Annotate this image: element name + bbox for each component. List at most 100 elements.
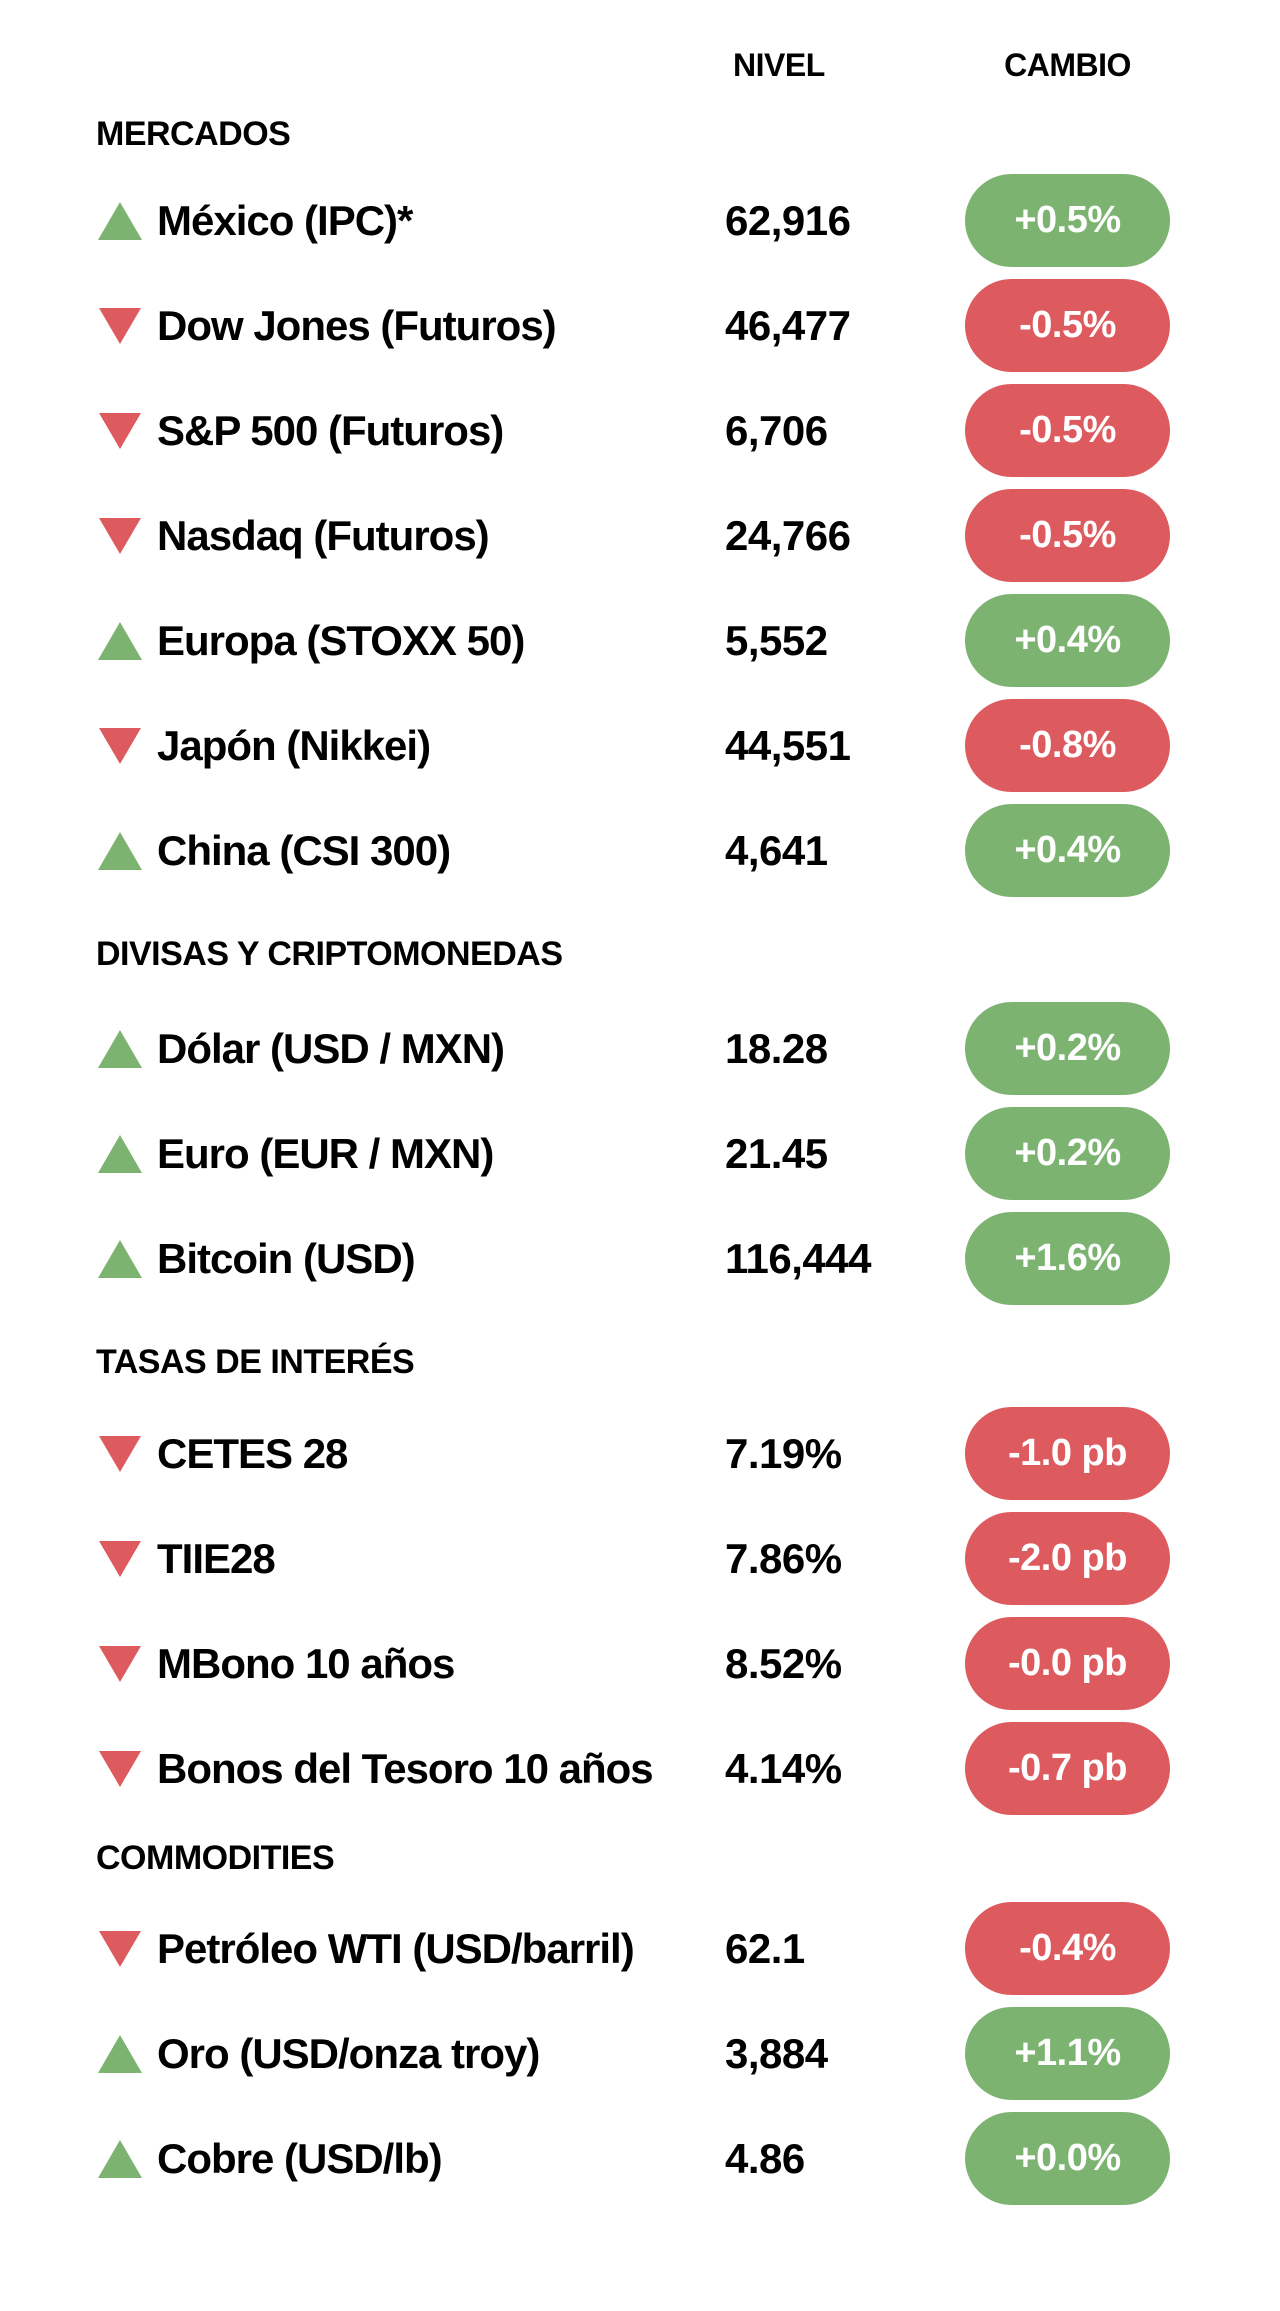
change-badge: -1.0 pb — [965, 1407, 1170, 1500]
triangle-down-icon — [98, 307, 142, 344]
change-badge: +1.6% — [965, 1212, 1170, 1305]
level-value: 8.52% — [725, 1639, 842, 1687]
triangle-down-icon — [98, 1435, 142, 1472]
triangle-up-icon — [98, 831, 142, 870]
instrument-name: Japón (Nikkei) — [157, 721, 431, 769]
triangle-down-icon — [98, 1750, 142, 1787]
instrument-name: México (IPC)* — [157, 196, 413, 244]
triangle-down-icon — [98, 727, 142, 764]
section-title-commodities: COMMODITIES — [96, 1839, 335, 1877]
table-row: Nasdaq (Futuros) 24,766 -0.5% — [0, 483, 1280, 588]
change-badge: -0.4% — [965, 1902, 1170, 1995]
section-title-tasas: TASAS DE INTERÉS — [96, 1343, 415, 1381]
table-row: CETES 28 7.19% -1.0 pb — [0, 1401, 1280, 1506]
change-badge: +0.4% — [965, 594, 1170, 687]
table-row: Oro (USD/onza troy) 3,884 +1.1% — [0, 2001, 1280, 2106]
instrument-name: Bitcoin (USD) — [157, 1234, 416, 1282]
triangle-up-icon — [98, 831, 142, 870]
change-badge: +0.0% — [965, 2112, 1170, 2205]
column-header-nivel: NIVEL — [733, 46, 825, 83]
triangle-down-icon — [98, 1645, 142, 1682]
triangle-up-icon — [98, 2034, 142, 2073]
table-row: Dow Jones (Futuros) 46,477 -0.5% — [0, 273, 1280, 378]
triangle-down-icon — [98, 517, 142, 554]
instrument-name: Nasdaq (Futuros) — [157, 511, 490, 559]
change-badge: -0.5% — [965, 384, 1170, 477]
instrument-name: Dólar (USD / MXN) — [157, 1024, 505, 1072]
table-row: Euro (EUR / MXN) 21.45 +0.2% — [0, 1101, 1280, 1206]
level-value: 18.28 — [725, 1024, 828, 1072]
table-row: Europa (STOXX 50) 5,552 +0.4% — [0, 588, 1280, 693]
level-value: 6,706 — [725, 406, 828, 454]
column-header-row: NIVEL CAMBIO — [0, 30, 1280, 100]
level-value: 116,444 — [725, 1234, 872, 1282]
change-badge: -0.7 pb — [965, 1722, 1170, 1815]
table-row: S&P 500 (Futuros) 6,706 -0.5% — [0, 378, 1280, 483]
change-badge: +1.1% — [965, 2007, 1170, 2100]
level-value: 24,766 — [725, 511, 851, 559]
triangle-up-icon — [98, 2139, 142, 2178]
triangle-up-icon — [98, 2034, 142, 2073]
triangle-down-icon — [99, 1540, 141, 1577]
change-badge: +0.4% — [965, 804, 1170, 897]
triangle-down-icon — [99, 307, 141, 344]
table-row: México (IPC)* 62,916 +0.5% — [0, 168, 1280, 273]
level-value: 7.86% — [725, 1534, 842, 1582]
markets-table: NIVEL CAMBIO MERCADOS México (IPC)* 62,9… — [0, 30, 1280, 2311]
change-badge: -0.0 pb — [965, 1617, 1170, 1710]
triangle-up-icon — [98, 201, 142, 240]
change-badge: +0.2% — [965, 1107, 1170, 1200]
level-value: 21.45 — [725, 1129, 828, 1177]
level-value: 62.1 — [725, 1924, 805, 1972]
table-row: Petróleo WTI (USD/barril) 62.1 -0.4% — [0, 1896, 1280, 2001]
triangle-up-icon — [98, 621, 142, 660]
triangle-up-icon — [98, 621, 142, 660]
triangle-up-icon — [98, 1239, 142, 1278]
change-badge: -0.5% — [965, 489, 1170, 582]
triangle-down-icon — [99, 1435, 141, 1472]
level-value: 44,551 — [725, 721, 851, 769]
table-row: MBono 10 años 8.52% -0.0 pb — [0, 1611, 1280, 1716]
level-value: 3,884 — [725, 2029, 828, 2077]
triangle-up-icon — [98, 1029, 142, 1068]
instrument-name: Petróleo WTI (USD/barril) — [157, 1924, 635, 1972]
table-row: Bonos del Tesoro 10 años 4.14% -0.7 pb — [0, 1716, 1280, 1821]
level-value: 5,552 — [725, 616, 828, 664]
triangle-up-icon — [98, 1134, 142, 1173]
triangle-up-icon — [98, 1029, 142, 1068]
table-row: Japón (Nikkei) 44,551 -0.8% — [0, 693, 1280, 798]
triangle-down-icon — [99, 1645, 141, 1682]
triangle-down-icon — [98, 1930, 142, 1967]
section-title-mercados: MERCADOS — [96, 114, 291, 153]
level-value: 62,916 — [725, 196, 851, 244]
instrument-name: Europa (STOXX 50) — [157, 616, 525, 664]
triangle-down-icon — [99, 727, 141, 764]
instrument-name: MBono 10 años — [157, 1639, 455, 1687]
triangle-up-icon — [98, 1239, 142, 1278]
column-header-cambio: CAMBIO — [1004, 46, 1131, 83]
triangle-up-icon — [98, 2139, 142, 2178]
instrument-name: Bonos del Tesoro 10 años — [157, 1744, 654, 1792]
triangle-down-icon — [99, 1750, 141, 1787]
table-row: Cobre (USD/lb) 4.86 +0.0% — [0, 2106, 1280, 2211]
section-title-divisas: DIVISAS Y CRIPTOMONEDAS — [96, 935, 563, 973]
table-row: Bitcoin (USD) 116,444 +1.6% — [0, 1206, 1280, 1311]
triangle-up-icon — [98, 1134, 142, 1173]
triangle-down-icon — [98, 412, 142, 449]
level-value: 4.14% — [725, 1744, 842, 1792]
triangle-down-icon — [99, 517, 141, 554]
change-badge: +0.2% — [965, 1002, 1170, 1095]
level-value: 46,477 — [725, 301, 851, 349]
change-badge: -0.8% — [965, 699, 1170, 792]
level-value: 4,641 — [725, 826, 828, 874]
table-row: Dólar (USD / MXN) 18.28 +0.2% — [0, 996, 1280, 1101]
instrument-name: Dow Jones (Futuros) — [157, 301, 557, 349]
change-badge: -0.5% — [965, 279, 1170, 372]
change-badge: -2.0 pb — [965, 1512, 1170, 1605]
table-row: China (CSI 300) 4,641 +0.4% — [0, 798, 1280, 903]
instrument-name: Oro (USD/onza troy) — [157, 2029, 540, 2077]
level-value: 4.86 — [725, 2134, 805, 2182]
instrument-name: S&P 500 (Futuros) — [157, 406, 504, 454]
triangle-down-icon — [99, 1930, 141, 1967]
level-value: 7.19% — [725, 1429, 842, 1477]
